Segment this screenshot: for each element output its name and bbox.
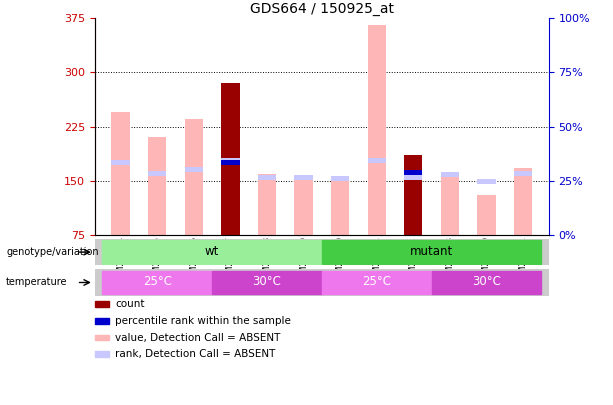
Text: value, Detection Call = ABSENT: value, Detection Call = ABSENT <box>115 333 281 343</box>
Bar <box>148 137 166 235</box>
Bar <box>331 176 349 181</box>
Bar <box>322 271 432 294</box>
Bar <box>95 318 109 324</box>
Bar <box>112 112 130 235</box>
Bar <box>432 271 541 294</box>
Text: count: count <box>115 299 145 309</box>
Bar <box>212 271 322 294</box>
Bar <box>221 158 240 163</box>
Bar <box>514 171 532 176</box>
Bar <box>368 158 386 163</box>
Text: percentile rank within the sample: percentile rank within the sample <box>115 316 291 326</box>
Text: 30°C: 30°C <box>253 275 281 288</box>
Text: wt: wt <box>205 245 219 258</box>
Bar <box>221 83 240 235</box>
Bar <box>148 171 166 176</box>
Text: 25°C: 25°C <box>362 275 391 288</box>
Bar <box>404 175 422 180</box>
Bar <box>478 179 495 184</box>
Bar <box>258 173 276 235</box>
Bar <box>102 240 322 264</box>
Bar <box>95 352 109 357</box>
Title: GDS664 / 150925_at: GDS664 / 150925_at <box>250 2 394 16</box>
Bar <box>95 301 109 307</box>
Bar <box>478 195 495 235</box>
Bar <box>331 179 349 235</box>
Text: rank, Detection Call = ABSENT: rank, Detection Call = ABSENT <box>115 349 276 359</box>
Bar <box>368 26 386 235</box>
Bar <box>102 271 212 294</box>
Text: mutant: mutant <box>410 245 453 258</box>
Bar <box>185 167 203 173</box>
Bar <box>441 173 459 177</box>
Bar <box>221 160 240 165</box>
Bar <box>258 175 276 180</box>
Bar <box>404 211 422 235</box>
Bar <box>514 168 532 235</box>
Bar <box>404 156 422 235</box>
Bar <box>441 173 459 235</box>
Bar <box>294 175 313 180</box>
Text: 30°C: 30°C <box>472 275 501 288</box>
Bar <box>404 170 422 175</box>
Bar <box>221 166 240 235</box>
Text: genotype/variation: genotype/variation <box>6 247 99 257</box>
Bar <box>185 119 203 235</box>
Text: temperature: temperature <box>6 277 67 288</box>
Bar <box>294 176 313 235</box>
Bar <box>112 160 130 165</box>
Bar <box>322 240 541 264</box>
Text: 25°C: 25°C <box>143 275 172 288</box>
Bar <box>95 335 109 340</box>
